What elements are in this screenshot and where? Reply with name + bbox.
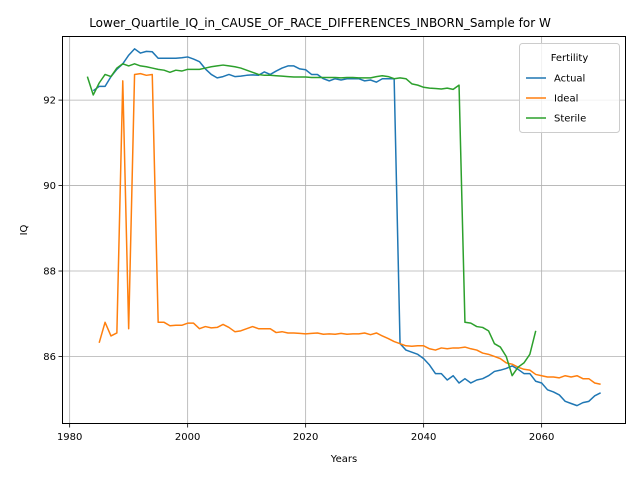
y-tick-label: 92 [43,96,56,107]
x-tick-label: 2020 [293,432,318,443]
x-tick-label: 2060 [529,432,554,443]
series-line-actual [92,48,601,407]
x-axis-label: Years [330,454,357,465]
y-axis-ticks: 86 88 90 92 [43,96,62,363]
series-lines [86,48,601,407]
legend-label-ideal: Ideal [554,94,578,105]
y-tick-label: 90 [43,181,56,192]
x-tick-label: 2040 [411,432,436,443]
chart-title: Lower_Quartile_IQ_in_CAUSE_OF_RACE_DIFFE… [89,16,551,30]
series-line-ideal [98,72,601,385]
x-tick-label: 2000 [175,432,200,443]
legend-label-sterile: Sterile [554,114,586,125]
legend-box [519,43,620,133]
y-tick-label: 86 [43,352,56,363]
legend-items: Actual Ideal Sterile [526,74,586,125]
x-tick-label: 1980 [57,432,82,443]
legend-label-actual: Actual [554,74,585,85]
legend-title: Fertility [551,53,589,64]
y-axis-label: IQ [19,224,30,235]
y-tick-label: 88 [43,267,56,278]
x-axis-ticks: 1980 2000 2020 2040 2060 [57,424,554,443]
series-line-sterile [86,63,537,377]
plot-area-frame [62,36,626,424]
legend: Fertility Actual Ideal Sterile [519,43,620,133]
